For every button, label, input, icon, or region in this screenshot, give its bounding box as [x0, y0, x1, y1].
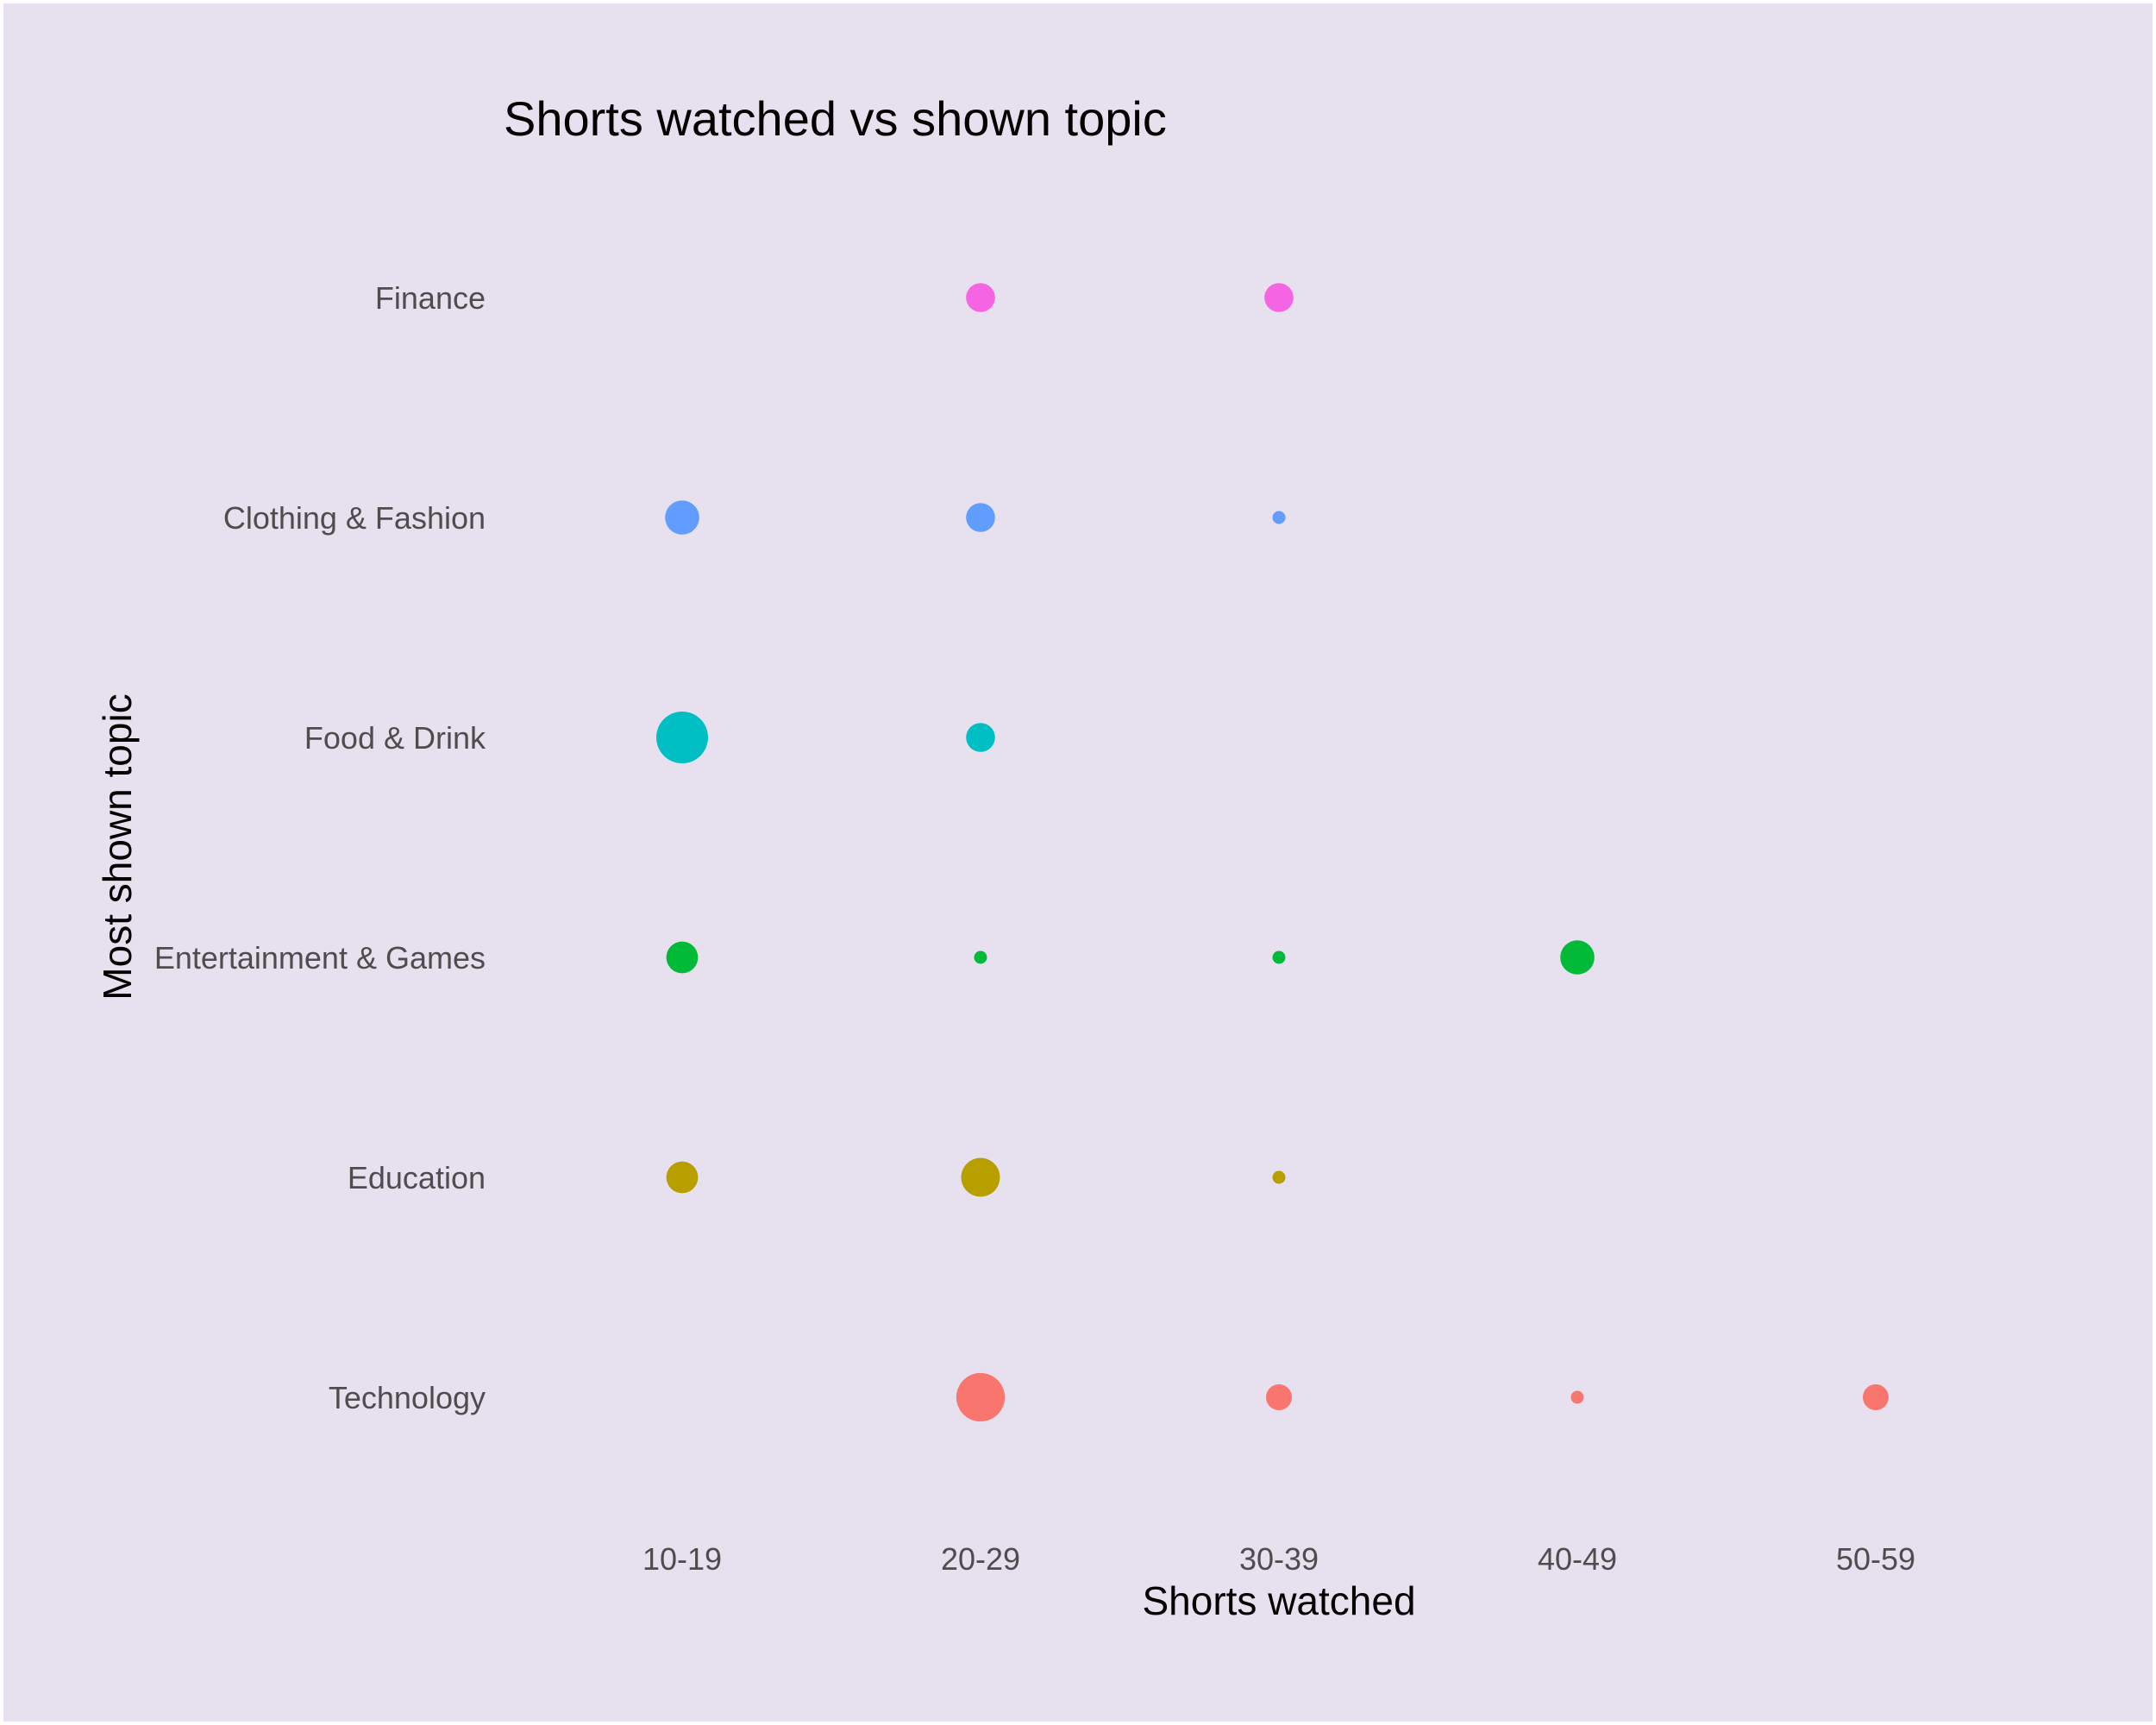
point-education-20-29 — [961, 1157, 1000, 1197]
point-entertainment-and-games-10-19 — [666, 941, 699, 974]
point-entertainment-and-games-40-49 — [1560, 940, 1595, 975]
x-axis-title: Shorts watched — [1142, 1578, 1415, 1623]
x-tick-label-20-29: 20-29 — [941, 1541, 1020, 1577]
y-axis-title: Most shown topic — [95, 693, 140, 1000]
point-education-30-39 — [1272, 1170, 1286, 1184]
x-axis-tick-labels: 10-19 20-29 30-39 40-49 50-59 — [642, 1541, 1915, 1577]
point-entertainment-and-games-20-29 — [974, 950, 987, 964]
point-food-and-drink-10-19 — [656, 712, 708, 763]
y-tick-label-clothing-and-fashion: Clothing & Fashion — [223, 500, 486, 536]
chart-title: Shorts watched vs shown topic — [504, 91, 1167, 146]
y-tick-label-finance: Finance — [375, 280, 486, 316]
point-education-10-19 — [666, 1161, 699, 1194]
point-finance-20-29 — [966, 283, 995, 312]
y-tick-label-entertainment-and-games: Entertainment & Games — [154, 940, 486, 975]
x-tick-label-10-19: 10-19 — [642, 1541, 722, 1577]
point-technology-50-59 — [1863, 1384, 1889, 1410]
y-tick-label-food-and-drink: Food & Drink — [304, 720, 486, 756]
point-clothing-and-fashion-20-29 — [966, 503, 995, 532]
point-entertainment-and-games-30-39 — [1272, 950, 1286, 964]
data-points — [656, 283, 1889, 1422]
x-tick-label-50-59: 50-59 — [1836, 1541, 1915, 1577]
point-clothing-and-fashion-10-19 — [665, 500, 699, 535]
y-axis-tick-labels: Technology Education Entertainment & Games… — [154, 280, 486, 1415]
x-tick-label-40-49: 40-49 — [1538, 1541, 1617, 1577]
point-technology-20-29 — [956, 1372, 1006, 1422]
point-technology-30-39 — [1266, 1384, 1292, 1410]
point-technology-40-49 — [1570, 1390, 1584, 1404]
point-finance-30-39 — [1264, 283, 1294, 312]
y-tick-label-education: Education — [348, 1160, 486, 1195]
point-clothing-and-fashion-30-39 — [1272, 511, 1286, 524]
y-tick-label-technology: Technology — [329, 1380, 486, 1415]
x-tick-label-30-39: 30-39 — [1239, 1541, 1319, 1577]
point-food-and-drink-20-29 — [966, 723, 995, 752]
